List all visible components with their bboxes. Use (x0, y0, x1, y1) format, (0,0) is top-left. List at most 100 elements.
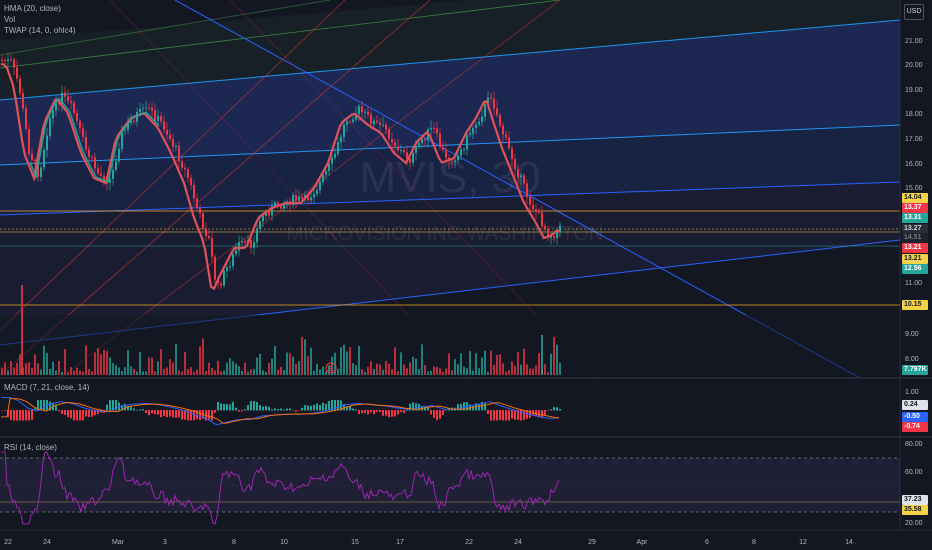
macd-bar (145, 410, 147, 414)
macd-bar (94, 410, 96, 416)
price-axis-label: 19.00 (905, 87, 923, 94)
volume-bar (469, 351, 471, 375)
macd-bar (358, 410, 360, 415)
volume-bar (553, 336, 555, 375)
volume-bar (409, 362, 411, 375)
volume-bar (550, 353, 552, 375)
candle-body (190, 178, 192, 186)
macd-bar (19, 410, 21, 421)
currency-button[interactable]: USD (904, 4, 924, 20)
legend-vol[interactable]: Vol (4, 15, 16, 24)
candle-body (85, 136, 87, 150)
legend-hma[interactable]: HMA (20, close) (4, 4, 61, 13)
volume-bar (292, 356, 294, 375)
macd-bar (139, 409, 141, 411)
macd-bar (196, 410, 198, 420)
candle-body (265, 211, 267, 216)
macd-bar (499, 410, 501, 421)
volume-bar (382, 369, 384, 375)
volume-bar (526, 364, 528, 375)
time-axis[interactable]: 22 24 Mar 3 8 10 15 17 22 24 29 Apr 6 8 12 14 (4, 539, 853, 546)
price-axis-label: 15.00 (905, 185, 923, 192)
candle-body (436, 128, 438, 134)
candle-body (94, 157, 96, 169)
candle-body (343, 124, 345, 137)
macd-bar (118, 402, 120, 411)
volume-bar (127, 350, 129, 375)
candle-body (49, 118, 51, 136)
legend-rsi[interactable]: RSI (14, close) (4, 443, 57, 452)
macd-bar (187, 410, 189, 421)
volume-bar (21, 285, 23, 375)
macd-bar (211, 410, 213, 421)
macd-bar (265, 406, 267, 411)
candle-body (253, 242, 255, 248)
candle-body (55, 100, 57, 111)
macd-bar (109, 400, 111, 411)
macd-bar (220, 403, 222, 411)
volume-bar (463, 366, 465, 375)
legend-macd[interactable]: MACD (7, 21, close, 14) (4, 383, 90, 392)
macd-bar (550, 409, 552, 411)
macd-bar (223, 403, 225, 411)
candle-body (433, 127, 435, 129)
price-axis-label: 21.00 (905, 38, 923, 45)
candle-body (103, 175, 105, 181)
rsi-tag: 37.23 (902, 495, 928, 505)
volume-bar (277, 369, 279, 375)
candle-body (553, 236, 555, 238)
earnings-marker[interactable] (325, 362, 337, 374)
volume-bar (403, 364, 405, 375)
price-axis[interactable]: 21.00 20.00 19.00 18.00 17.00 16.00 15.00 11.00… (905, 38, 923, 527)
macd-bar (178, 410, 180, 418)
price-tag: 13.21 (902, 243, 928, 253)
macd-bar (523, 410, 525, 420)
macd-bar (508, 410, 510, 421)
candle-body (220, 283, 222, 286)
volume-bar (238, 366, 240, 375)
volume-bar (355, 365, 357, 375)
macd-bar (478, 403, 480, 411)
volume-bar (145, 371, 147, 375)
candle-body (7, 59, 9, 61)
volume-bar (229, 358, 231, 375)
candle-body (196, 198, 198, 208)
time-axis-label: 14 (845, 539, 853, 546)
candle-body (394, 142, 396, 147)
candle-body (214, 256, 216, 280)
candle-body (508, 137, 510, 149)
candle-body (151, 107, 153, 111)
macd-bar (307, 405, 309, 411)
candle-body (13, 59, 15, 68)
volume-bar (493, 364, 495, 375)
price-axis-label: 18.00 (905, 111, 923, 118)
volume-bar (454, 359, 456, 375)
volume-bar (517, 352, 519, 375)
volume-bar (367, 366, 369, 375)
price-tag: 7.797K (902, 365, 928, 375)
candle-body (250, 240, 252, 248)
volume-bar (451, 370, 453, 375)
macd-bar (409, 403, 411, 411)
candle-body (424, 138, 426, 141)
macd-bar (157, 410, 159, 415)
time-axis-label: Apr (637, 539, 649, 546)
candle-body (238, 242, 240, 251)
volume-bar (226, 362, 228, 375)
macd-bar (133, 408, 135, 411)
candle-body (322, 174, 324, 182)
volume-bar (391, 369, 393, 375)
candle-body (118, 148, 120, 162)
volume-bar (340, 347, 342, 375)
macd-bar (130, 406, 132, 411)
volume-bar (556, 344, 558, 375)
volume-bar (160, 349, 162, 375)
candle-body (43, 149, 45, 168)
candle-body (367, 111, 369, 115)
time-axis-label: 24 (43, 539, 51, 546)
candle-body (145, 107, 147, 109)
volume-bar (541, 335, 543, 375)
legend-twap[interactable]: TWAP (14, 0, ohlc4) (4, 26, 76, 35)
volume-bar (514, 366, 516, 375)
